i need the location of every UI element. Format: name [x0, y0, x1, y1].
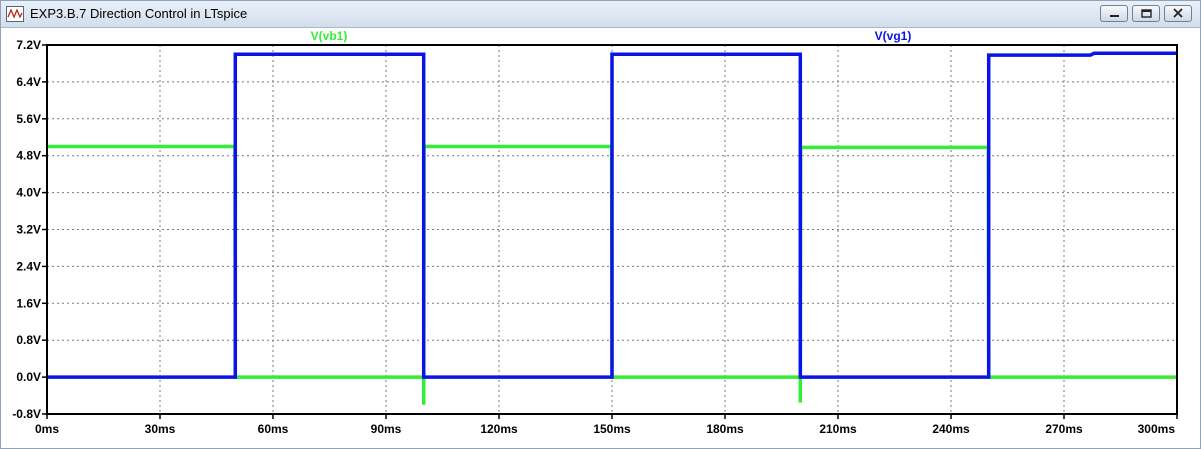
x-tick-label: 210ms [819, 422, 857, 436]
legend-entry-vvb1[interactable]: V(vb1) [311, 29, 348, 43]
x-tick-label: 120ms [480, 422, 518, 436]
x-tick-label: 270ms [1045, 422, 1083, 436]
waveform-plot[interactable]: 0ms 30ms 60ms 90ms 120ms 150ms 180ms 210ms 240ms… [1, 28, 1200, 448]
maximize-button[interactable] [1132, 5, 1160, 22]
y-tick-label: 5.6V [16, 112, 41, 126]
minimize-button[interactable] [1100, 5, 1128, 22]
x-tick-label: 180ms [706, 422, 744, 436]
x-tick-label: 90ms [371, 422, 402, 436]
trace-layer [47, 51, 1177, 405]
x-axis: 0ms 30ms 60ms 90ms 120ms 150ms 180ms 210ms 240ms… [35, 414, 1178, 436]
y-tick-label: 1.6V [16, 296, 41, 310]
legend: V(vb1) V(vg1) [311, 29, 912, 43]
y-tick-label: -0.8V [12, 407, 41, 421]
x-tick-label: 150ms [593, 422, 631, 436]
y-tick-label: 0.8V [16, 333, 41, 347]
y-tick-label: 0.0V [16, 370, 41, 384]
x-tick-label: 240ms [932, 422, 970, 436]
y-axis: 7.2V 6.4V 5.6V 4.8V 4.0V 3.2V 2.4V 1.6V 0.8V 0.0V… [12, 38, 47, 421]
y-tick-label: 4.0V [16, 186, 41, 200]
legend-entry-vvg1[interactable]: V(vg1) [875, 29, 912, 43]
close-button[interactable] [1164, 5, 1192, 22]
x-tick-label: 0ms [35, 422, 59, 436]
y-tick-label: 4.8V [16, 149, 41, 163]
y-tick-label: 2.4V [16, 259, 41, 273]
close-icon [1173, 8, 1183, 18]
restore-icon [1141, 9, 1152, 18]
minimize-icon [1110, 15, 1119, 17]
y-tick-label: 3.2V [16, 223, 41, 237]
y-tick-label: 6.4V [16, 75, 41, 89]
x-tick-label: 30ms [145, 422, 176, 436]
x-tick-label: 60ms [258, 422, 289, 436]
waveform-app-icon [6, 6, 24, 22]
series-line-vvg1 [47, 51, 1177, 379]
x-tick-label: 300ms [1138, 422, 1176, 436]
y-tick-label: 7.2V [16, 38, 41, 52]
title-bar[interactable]: EXP3.B.7 Direction Control in LTspice [1, 1, 1200, 28]
window-title: EXP3.B.7 Direction Control in LTspice [30, 6, 248, 21]
